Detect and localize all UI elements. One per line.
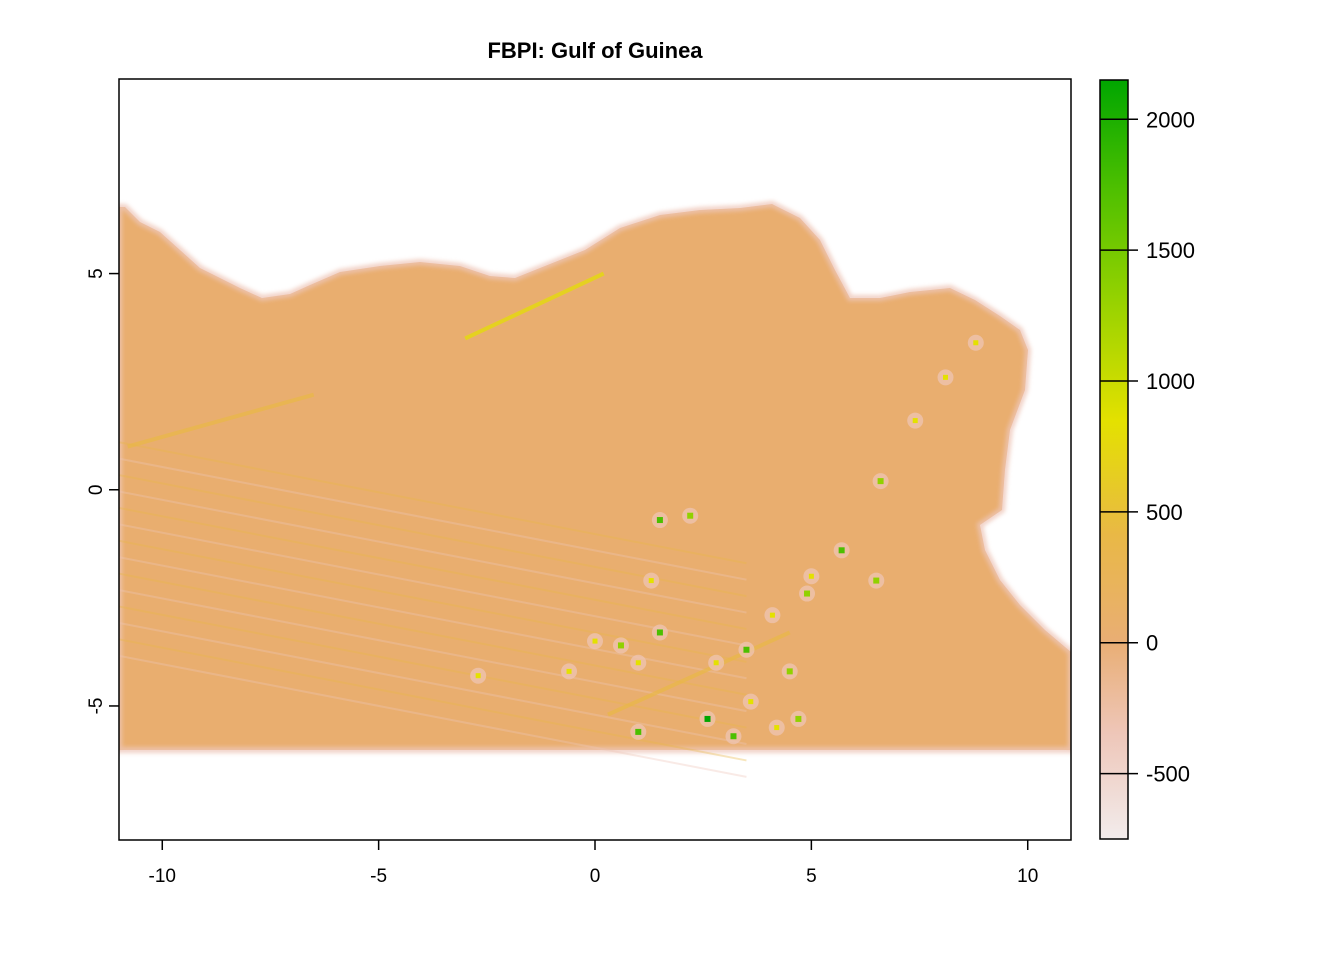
- hotspot-cell: [648, 578, 654, 584]
- basin-streak: [119, 638, 747, 762]
- basin-streak: [119, 539, 747, 663]
- y-tick-label: 5: [86, 268, 107, 279]
- color-bar: [1099, 79, 1129, 840]
- basin-streak: [119, 506, 747, 630]
- chart-title: FBPI: Gulf of Guinea: [487, 38, 703, 63]
- y-tick-label: 0: [86, 484, 107, 495]
- color-bar-label: 1500: [1146, 238, 1195, 263]
- basin-streak: [119, 621, 747, 745]
- basin-streak: [119, 441, 747, 565]
- basin-streak: [119, 523, 747, 647]
- color-bar-label: 1000: [1146, 369, 1195, 394]
- hotspot-cell: [635, 728, 642, 735]
- hotspot-cell: [748, 699, 754, 705]
- basin-streak: [119, 572, 747, 696]
- hotspot-cell: [943, 374, 949, 380]
- coastal-margin: [119, 200, 1071, 753]
- x-tick-label: -5: [370, 866, 387, 887]
- hotspot-cell: [656, 629, 663, 636]
- hotspot-cell: [635, 660, 641, 666]
- color-bar-label: 0: [1146, 631, 1158, 656]
- hotspot-cell: [566, 668, 572, 674]
- hotspot-cell: [656, 517, 663, 524]
- hotspot-cell: [973, 340, 979, 346]
- x-axis: -10 -5 0 5 10: [149, 840, 1038, 887]
- x-tick-label: 0: [590, 866, 601, 887]
- hotspot-cell: [774, 725, 780, 731]
- hotspot-cell: [713, 660, 719, 666]
- hotspot-cell: [687, 512, 694, 519]
- hotspot-cell: [804, 590, 811, 597]
- ridge-feature: [607, 630, 791, 717]
- x-tick-label: -10: [149, 866, 176, 887]
- hotspot-cell: [838, 547, 845, 554]
- hotspot-cell: [795, 715, 802, 722]
- basin-streak: [119, 589, 747, 713]
- hotspot-cell: [743, 646, 750, 653]
- basin-streak: [119, 474, 747, 598]
- hotspot-cell: [786, 668, 793, 675]
- hotspot-cell: [769, 612, 775, 618]
- hotspot-cell: [704, 715, 711, 722]
- basin-streak: [119, 490, 747, 614]
- y-tick-label: -5: [86, 698, 107, 715]
- color-bar-label: 2000: [1146, 107, 1195, 132]
- basin-streak: [119, 654, 747, 778]
- hotspot-cell: [592, 638, 598, 644]
- hotspot-cell: [873, 577, 880, 584]
- hotspot-cell: [617, 642, 624, 649]
- hotspot-cell: [730, 733, 737, 740]
- basin-streak: [119, 605, 747, 729]
- ridge-feature: [127, 392, 315, 449]
- hotspot-cell: [475, 673, 481, 679]
- hotspot-cell: [877, 478, 884, 485]
- basin-streak: [119, 457, 747, 581]
- y-axis: -5 0 5: [86, 268, 119, 714]
- color-bar-ticks: -500 0 500 1000 1500 2000: [1100, 107, 1195, 787]
- color-bar-label: -500: [1146, 762, 1190, 787]
- raster-data-area: [119, 204, 1071, 750]
- x-tick-label: 5: [806, 866, 817, 887]
- hotspot-cell: [912, 418, 918, 424]
- x-tick-label: 10: [1017, 866, 1038, 887]
- hotspot-cell: [808, 573, 814, 579]
- color-bar-label: 500: [1146, 500, 1183, 525]
- fbpi-raster: [119, 200, 1071, 778]
- ridge-feature: [464, 271, 605, 341]
